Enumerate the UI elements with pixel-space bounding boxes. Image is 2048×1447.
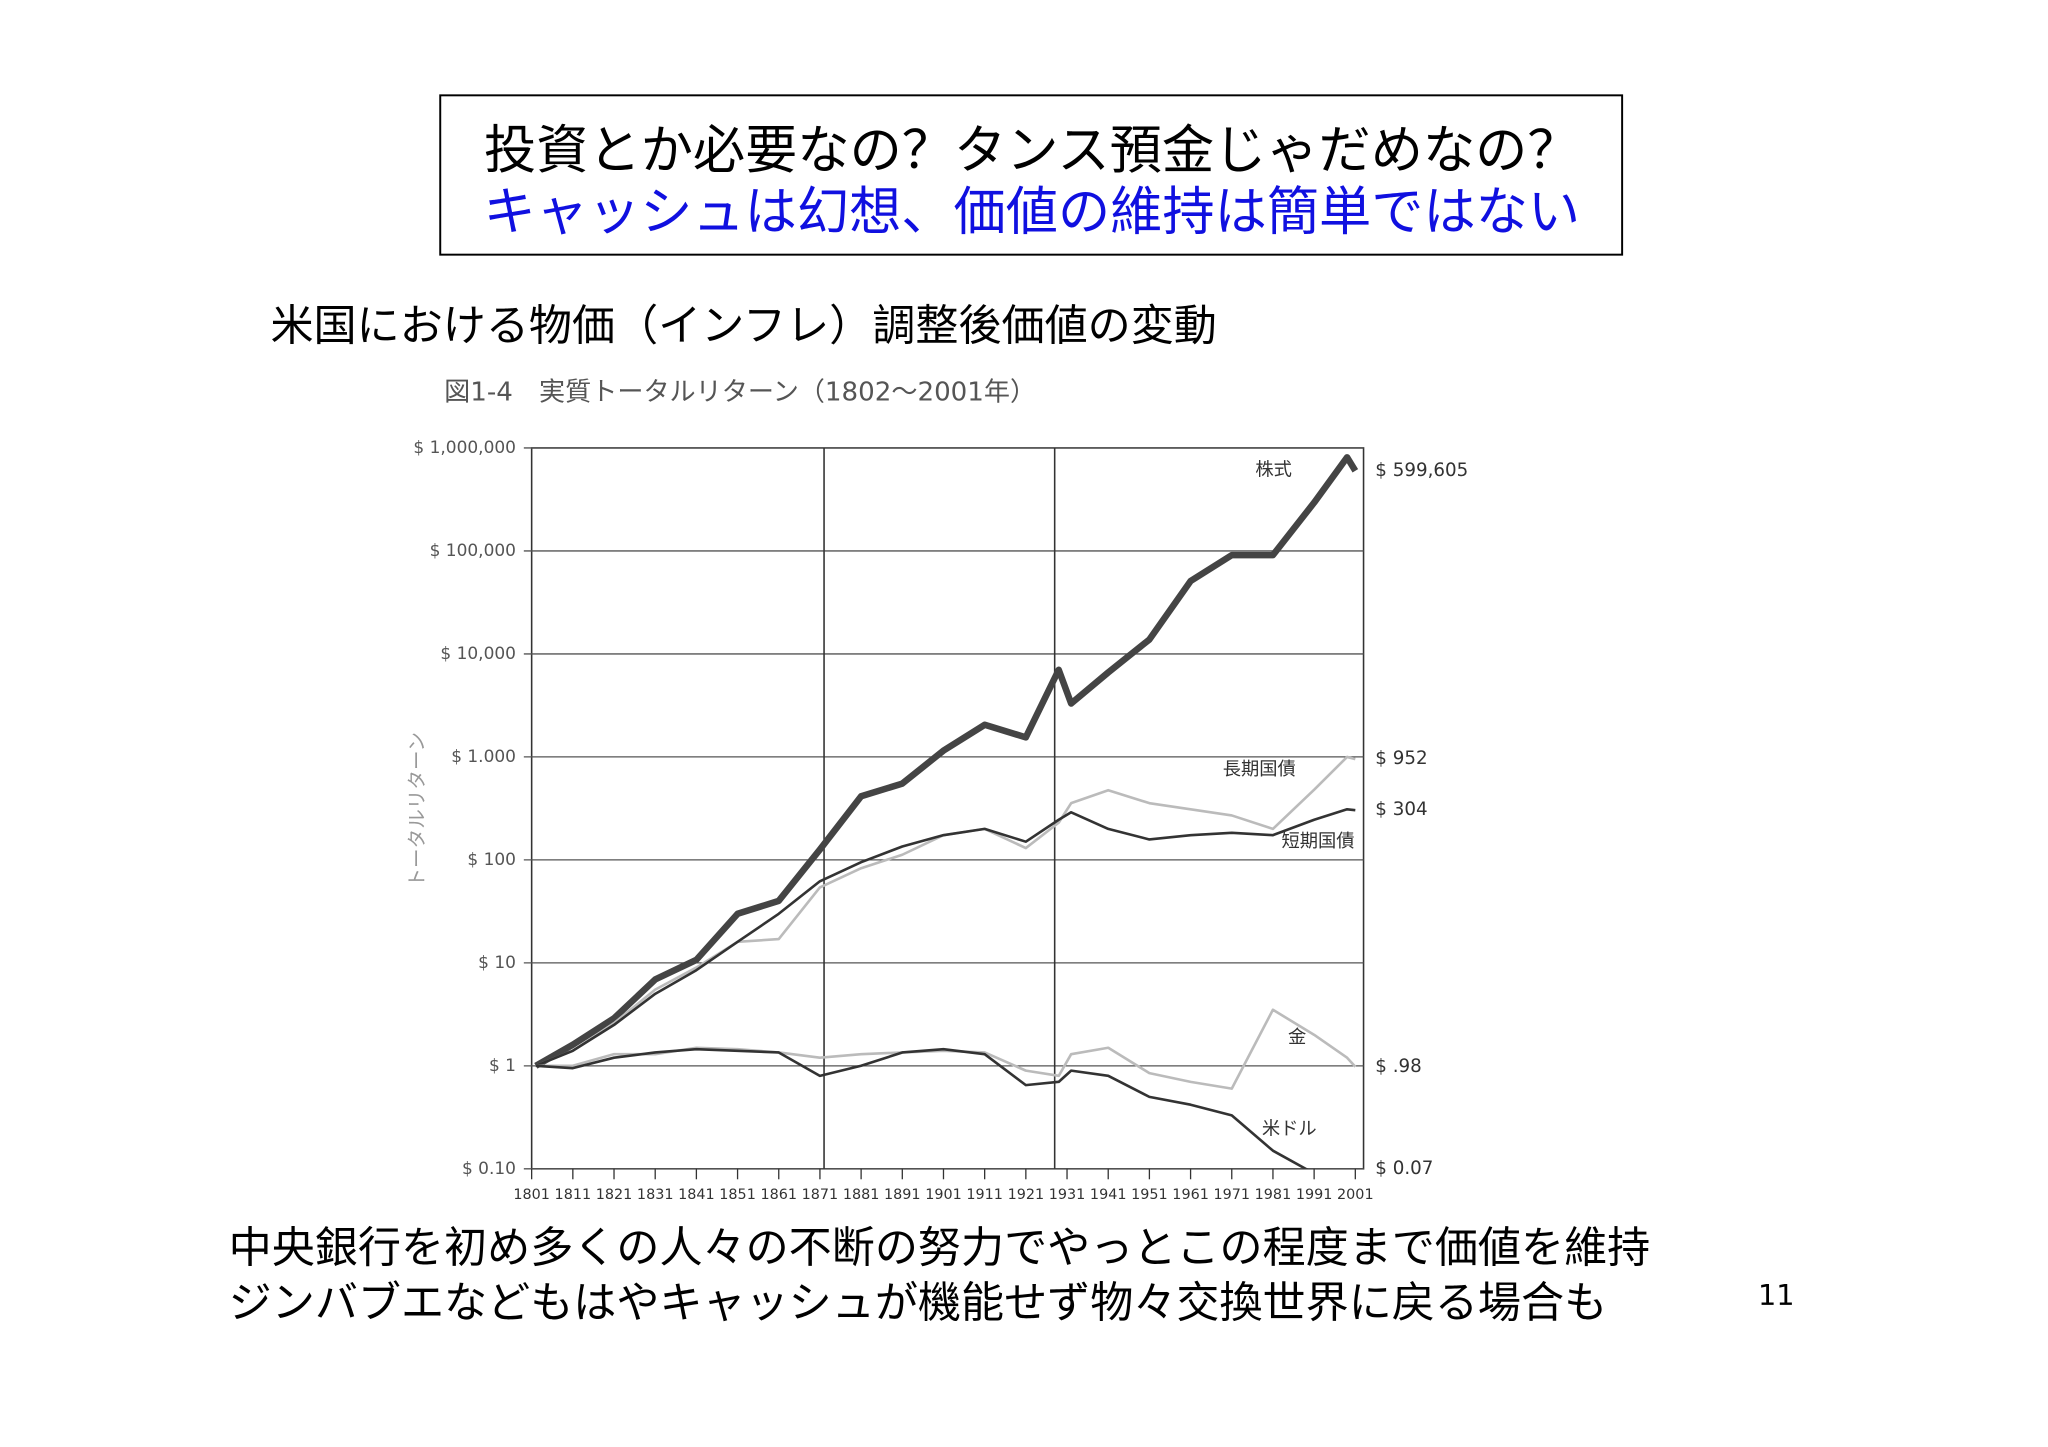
title-line-2: キャッシュは幻想、価値の維持は簡単ではない <box>484 182 1581 242</box>
subtitle: 米国における物価（インフレ）調整後価値の変動 <box>270 302 1216 352</box>
end-label: $ 952 <box>1375 748 1427 769</box>
x-tick-label: 1801 <box>513 1187 550 1203</box>
lines <box>534 454 1359 1169</box>
end-label: $ 599,605 <box>1375 460 1468 481</box>
y-tick-label: $ 0.10 <box>462 1159 516 1179</box>
x-tick-label: 1811 <box>555 1187 592 1203</box>
y-tick-label: $ 1.000 <box>451 747 516 767</box>
series-name: 米ドル <box>1262 1119 1317 1140</box>
x-tick-label: 1891 <box>884 1187 921 1203</box>
series-name: 短期国債 <box>1281 831 1354 852</box>
y-tick-label: $ 100 <box>467 850 516 870</box>
y-tick-label: $ 10,000 <box>440 644 516 664</box>
x-tick-label: 1911 <box>966 1187 1003 1203</box>
x-tick-label: 1961 <box>1172 1187 1209 1203</box>
x-tick-label: 1981 <box>1255 1187 1292 1203</box>
series-line <box>534 454 1359 1069</box>
series-name: 金 <box>1288 1027 1306 1048</box>
page-number: 11 <box>1758 1278 1795 1312</box>
x-tick-label: 1941 <box>1090 1187 1127 1203</box>
y-tick-label: $ 10 <box>478 953 516 973</box>
series-name: 株式 <box>1255 459 1292 480</box>
y-axis-label: トータルリターン <box>406 732 429 888</box>
series-line <box>535 807 1356 1068</box>
x-tick-label: 1881 <box>843 1187 880 1203</box>
x-tick-label: 1861 <box>760 1187 797 1203</box>
end-label: $ 304 <box>1375 799 1427 820</box>
end-label: $ 0.07 <box>1375 1158 1433 1179</box>
x-tick-label: 2001 <box>1337 1187 1374 1203</box>
footer-line-2: ジンバブエなどもはやキャッシュが機能せず物々交換世界に戻る場合も <box>229 1278 1608 1328</box>
x-tick-label: 1831 <box>637 1187 674 1203</box>
y-tick-label: $ 1 <box>489 1056 516 1076</box>
series-line <box>535 1047 1309 1169</box>
x-tick-label: 1971 <box>1213 1187 1250 1203</box>
x-tick-label: 1931 <box>1049 1187 1086 1203</box>
title-box <box>439 94 1624 256</box>
x-tick-label: 1821 <box>596 1187 633 1203</box>
x-tick-label: 1921 <box>1008 1187 1045 1203</box>
series-name: 長期国債 <box>1223 759 1296 780</box>
chart-title: 図1-4 実質トータルリターン（1802～2001年） <box>444 378 1036 408</box>
title-line-1: 投資とか必要なの？タンス預金じゃだめなの？ <box>484 121 1580 181</box>
x-tick-label: 1901 <box>925 1187 962 1203</box>
x-tick-label: 1991 <box>1296 1187 1333 1203</box>
x-tick-label: 1841 <box>678 1187 715 1203</box>
y-tick-label: $ 100,000 <box>430 541 516 561</box>
x-tick-label: 1951 <box>1131 1187 1168 1203</box>
x-tick-label: 1851 <box>719 1187 756 1203</box>
end-label: $ .98 <box>1375 1056 1421 1077</box>
x-tick-label: 1871 <box>802 1187 839 1203</box>
footer-line-1: 中央銀行を初め多くの人々の不断の努力でやっとこの程度まで価値を維持 <box>229 1224 1651 1274</box>
series-line <box>535 755 1356 1068</box>
y-tick-label: $ 1,000,000 <box>413 438 516 458</box>
